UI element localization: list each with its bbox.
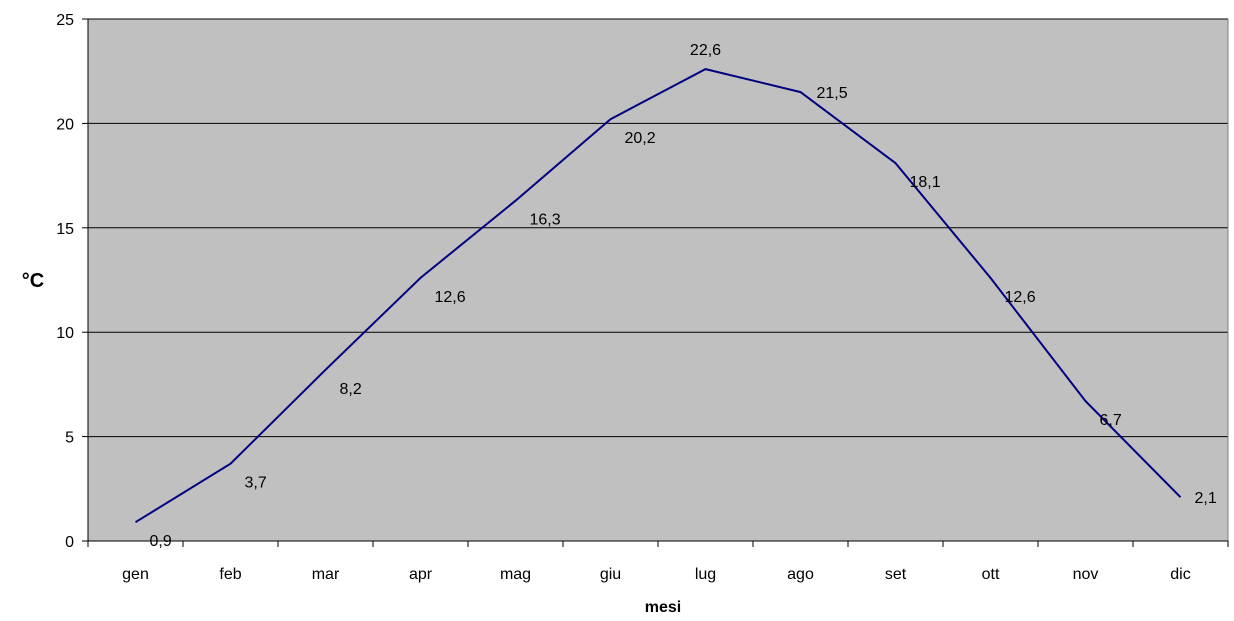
plot-area xyxy=(88,19,1228,541)
x-tick-label: apr xyxy=(409,566,433,583)
y-tick-label: 20 xyxy=(56,116,74,133)
x-axis-title: mesi xyxy=(645,599,681,616)
data-label: 6,7 xyxy=(1100,412,1122,429)
gridlines xyxy=(88,18,1228,438)
y-tick-label: 15 xyxy=(56,221,74,238)
data-label: 16,3 xyxy=(530,212,561,229)
axes xyxy=(82,18,1229,547)
data-label: 2,1 xyxy=(1195,490,1217,507)
data-label: 3,7 xyxy=(245,475,267,492)
y-tick-label: 10 xyxy=(56,325,74,342)
x-tick-label: set xyxy=(885,566,907,583)
series-line xyxy=(134,68,1182,524)
x-tick-label: lug xyxy=(695,566,716,583)
data-label: 12,6 xyxy=(1005,289,1036,306)
x-tick-label: feb xyxy=(219,566,241,583)
data-label: 20,2 xyxy=(625,130,656,147)
x-tick-label: mar xyxy=(312,566,340,583)
y-tick-label: 5 xyxy=(65,430,74,447)
x-tick-label: nov xyxy=(1073,566,1099,583)
data-label: 0,9 xyxy=(150,533,172,550)
data-label: 22,6 xyxy=(690,42,721,59)
data-labels: 0,9 3,7 8,2 12,6 16,3 20,2 22,6 21,5 18,1 12,6 6,7… xyxy=(150,42,1217,550)
x-tick-label: ago xyxy=(787,566,814,583)
data-label: 12,6 xyxy=(435,289,466,306)
data-label: 21,5 xyxy=(817,85,848,102)
x-tick-label: dic xyxy=(1170,566,1190,583)
data-label: 8,2 xyxy=(340,381,362,398)
data-label: 18,1 xyxy=(910,174,941,191)
x-tick-label: giu xyxy=(600,566,621,583)
y-axis-title: °C xyxy=(22,270,44,292)
y-tick-label: 25 xyxy=(56,12,74,29)
x-tick-label: mag xyxy=(500,566,531,583)
y-tick-labels: 0 5 10 15 20 25 xyxy=(56,12,74,551)
x-tick-label: ott xyxy=(982,566,1000,583)
x-tick-labels: gen feb mar apr mag giu lug ago set ott nov dic xyxy=(122,566,1191,583)
y-tick-label: 0 xyxy=(65,534,74,551)
x-tick-label: gen xyxy=(122,566,149,583)
